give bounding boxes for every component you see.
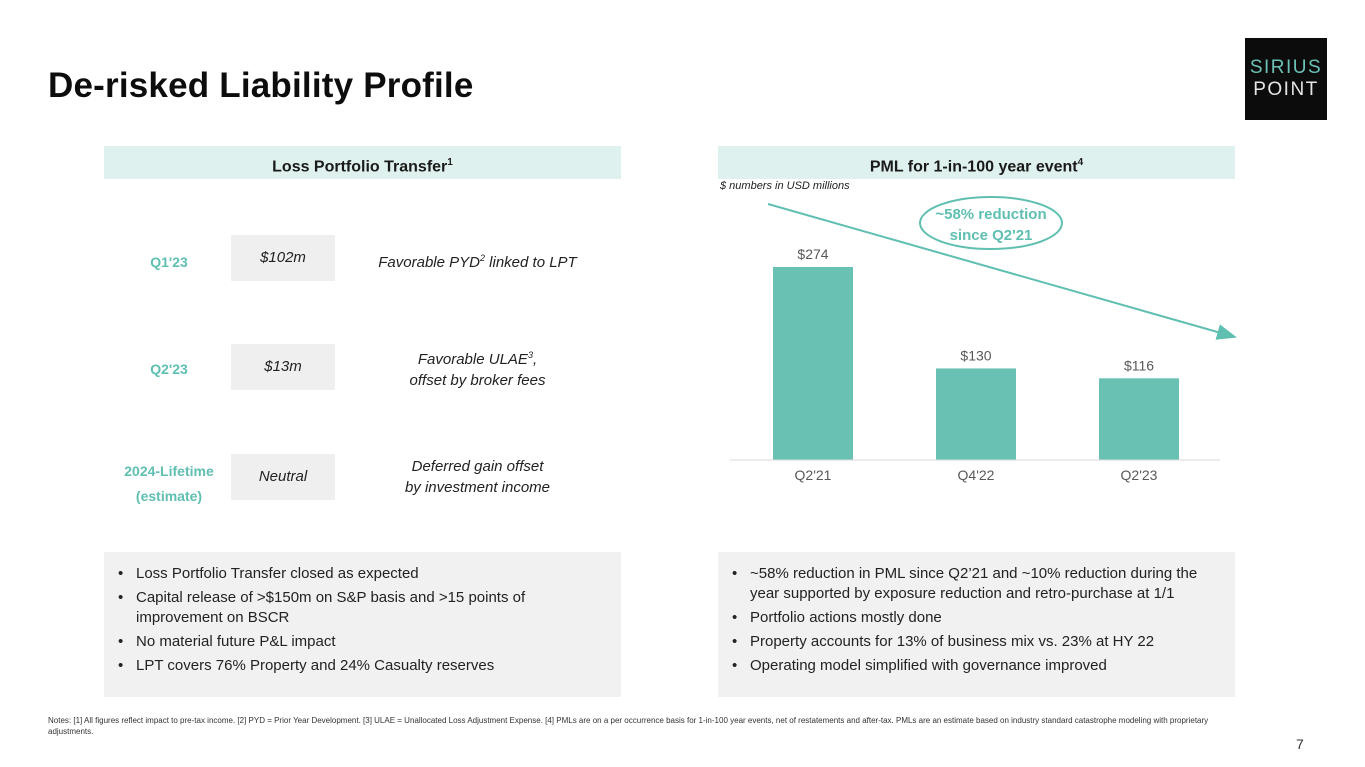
lpt-panel-header: Loss Portfolio Transfer1 <box>104 146 621 179</box>
desc-text: , <box>532 351 538 368</box>
lpt-row-value-2024-lifetime: Neutral <box>231 454 335 500</box>
desc-text-line2: offset by broker fees <box>409 372 546 389</box>
x-tick-label: Q4'22 <box>958 467 995 483</box>
lpt-row-label-q2-23: Q2'23 <box>150 361 188 377</box>
lpt-bullets-box: Loss Portfolio Transfer closed as expect… <box>104 552 621 697</box>
desc-sup: 2 <box>479 253 485 263</box>
desc-text-line2: by investment income <box>404 479 551 496</box>
pml-bullet: Portfolio actions mostly done <box>732 608 1219 628</box>
x-tick-label: Q2'23 <box>1121 467 1158 483</box>
label-line2: (estimate) <box>135 488 203 504</box>
lpt-row-desc-q2-23: Favorable ULAE3, offset by broker fees <box>360 345 595 391</box>
bar-q2-23 <box>1099 378 1179 460</box>
desc-text: Deferred gain offset <box>411 458 544 475</box>
lpt-header-text: Loss Portfolio Transfer <box>272 158 448 176</box>
lpt-bullet: Loss Portfolio Transfer closed as expect… <box>118 564 605 584</box>
desc-text: linked to LPT <box>485 254 577 271</box>
pml-bullet: ~58% reduction in PML since Q2’21 and ~1… <box>732 564 1219 604</box>
sirius-point-logo: SIRIUS POINT <box>1245 38 1327 120</box>
desc-text: Favorable ULAE <box>417 351 528 368</box>
logo-line-1: SIRIUS <box>1249 57 1323 78</box>
trend-arrow <box>767 203 1237 340</box>
lpt-row-label-2024-lifetime: 2024-Lifetime (estimate) <box>104 459 234 509</box>
pml-header-text: PML for 1-in-100 year event <box>869 158 1078 176</box>
pml-header-sup: 4 <box>1077 157 1084 168</box>
lpt-row-label-q1-23: Q1'23 <box>150 254 188 270</box>
lpt-row-value-q1-23: $102m <box>231 235 335 281</box>
lpt-row-desc-q1-23: Favorable PYD2 linked to LPT <box>360 248 595 273</box>
lpt-header-sup: 1 <box>447 157 453 168</box>
page-title: De-risked Liability Profile <box>48 66 474 105</box>
desc-text: Favorable PYD <box>378 254 480 271</box>
desc-sup: 3 <box>527 350 533 360</box>
bar-value-label: $130 <box>960 347 991 363</box>
pml-bullet: Operating model simplified with governan… <box>732 656 1219 676</box>
logo-line-2: POINT <box>1253 79 1319 100</box>
footnote: Notes: [1] All figures reflect impact to… <box>48 716 1209 736</box>
bar-q4-22 <box>936 368 1016 460</box>
reduction-callout <box>919 196 1063 250</box>
bar-value-label: $116 <box>1124 357 1154 373</box>
callout-line-1: ~58% reduction <box>935 206 1046 223</box>
pml-bullets-box: ~58% reduction in PML since Q2’21 and ~1… <box>718 552 1235 697</box>
page-number: 7 <box>1296 736 1304 752</box>
lpt-bullet: LPT covers 76% Property and 24% Casualty… <box>118 656 605 676</box>
bar-q2-21 <box>773 267 853 460</box>
label-line1: 2024-Lifetime <box>124 463 214 479</box>
callout-line-2: since Q2'21 <box>950 227 1033 244</box>
x-tick-label: Q2'21 <box>795 467 832 483</box>
lpt-row-desc-2024-lifetime: Deferred gain offset by investment incom… <box>360 456 595 498</box>
pml-bullet: Property accounts for 13% of business mi… <box>732 632 1219 652</box>
units-note: $ numbers in USD millions <box>720 180 850 192</box>
lpt-row-value-q2-23: $13m <box>231 344 335 390</box>
lpt-bullet: Capital release of >$150m on S&P basis a… <box>118 588 605 628</box>
lpt-bullet: No material future P&L impact <box>118 632 605 652</box>
pml-panel-header: PML for 1-in-100 year event4 <box>718 146 1235 179</box>
bar-value-label: $274 <box>797 246 828 262</box>
pml-bar-chart: $274 Q2'21 $130 Q4'22 $116 Q2'23 ~58% reducti… <box>730 196 1237 483</box>
